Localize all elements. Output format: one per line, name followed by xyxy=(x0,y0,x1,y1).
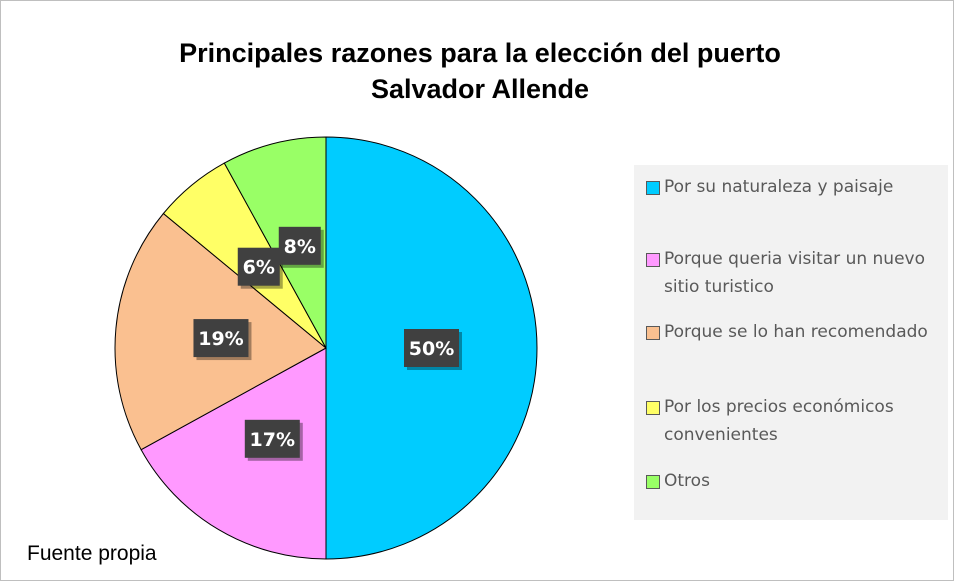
legend: Por su naturaleza y paisaje Porque queria… xyxy=(634,165,948,520)
data-label: 6% xyxy=(243,257,275,279)
legend-swatch xyxy=(646,475,660,489)
legend-label: Porque se lo han recomendado xyxy=(664,322,928,342)
data-label-box xyxy=(278,226,321,265)
data-label: 19% xyxy=(198,328,243,350)
pie-slice xyxy=(140,347,327,560)
pie-slice xyxy=(223,136,327,349)
legend-entry: Por los precios económicos convenientes xyxy=(644,393,954,449)
legend-label: Otros xyxy=(664,471,710,491)
legend-label: Por los precios económicos convenientes xyxy=(664,397,894,445)
data-label: 17% xyxy=(250,429,295,451)
data-label-box xyxy=(404,329,459,367)
source-note: Fuente propia xyxy=(27,542,157,565)
legend-entry: Otros xyxy=(644,467,954,495)
data-label-box xyxy=(193,319,249,358)
data-label-box xyxy=(244,419,300,458)
legend-entry: Porque se lo han recomendado xyxy=(644,318,954,346)
legend-entry: Porque queria visitar un nuevo sitio tur… xyxy=(644,245,954,301)
data-label: 50% xyxy=(409,338,454,360)
legend-label: Por su naturaleza y paisaje xyxy=(664,177,894,197)
legend-swatch xyxy=(646,253,660,267)
legend-label: Porque queria visitar un nuevo sitio tur… xyxy=(664,249,925,297)
legend-swatch xyxy=(646,401,660,415)
chart-title: Principales razones para la elección del… xyxy=(179,38,781,104)
data-label-box xyxy=(237,247,280,286)
legend-swatch xyxy=(646,326,660,340)
legend-entry: Por su naturaleza y paisaje xyxy=(644,173,954,201)
legend-swatch xyxy=(646,181,660,195)
data-label: 8% xyxy=(284,236,316,258)
